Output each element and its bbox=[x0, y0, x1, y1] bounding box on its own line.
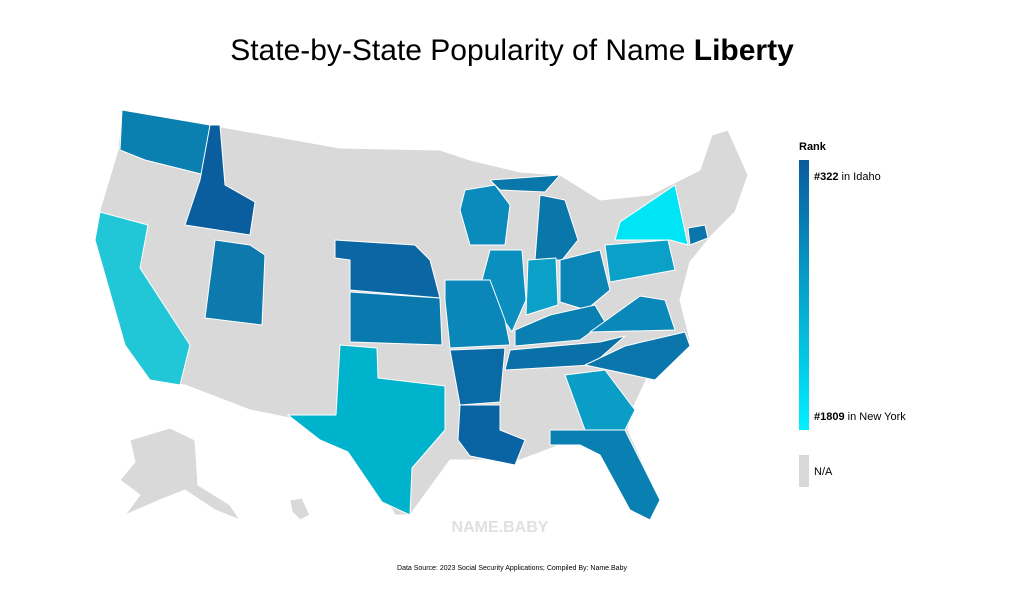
state bbox=[525, 257, 559, 316]
legend-bottom-label: in New York bbox=[848, 411, 907, 423]
state bbox=[589, 295, 676, 333]
state bbox=[559, 249, 611, 311]
state bbox=[204, 239, 266, 326]
title-text: State-by-State Popularity of Name bbox=[230, 34, 685, 67]
state bbox=[94, 211, 191, 386]
state bbox=[687, 224, 709, 246]
legend-na: N/A bbox=[814, 466, 833, 478]
state bbox=[564, 369, 636, 431]
state bbox=[334, 239, 441, 299]
state bbox=[489, 174, 561, 193]
legend-top-label: in Idaho bbox=[842, 171, 881, 183]
legend-bottom-rank: #1809 bbox=[814, 411, 845, 423]
legend-title: Rank bbox=[799, 141, 827, 153]
watermark: NAME.BABY bbox=[452, 519, 549, 536]
state bbox=[614, 184, 689, 246]
state bbox=[349, 291, 443, 346]
title-name: Liberty bbox=[694, 34, 794, 67]
state bbox=[444, 279, 511, 349]
us-map bbox=[94, 109, 749, 521]
legend-na-swatch bbox=[799, 455, 809, 487]
state bbox=[287, 344, 446, 516]
state bbox=[584, 331, 691, 381]
state bbox=[457, 404, 526, 466]
state bbox=[604, 239, 676, 283]
legend-bottom: #1809 in New York bbox=[814, 411, 906, 423]
state bbox=[449, 347, 506, 406]
legend-top: #322 in Idaho bbox=[814, 171, 881, 183]
state bbox=[534, 194, 579, 261]
state bbox=[119, 109, 211, 176]
legend-gradient bbox=[799, 160, 809, 430]
title: State-by-State Popularity of Name Libert… bbox=[230, 34, 794, 67]
source: Data Source: 2023 Social Security Applic… bbox=[397, 565, 627, 572]
legend: Rank #322 in Idaho #1809 in New York N/A bbox=[799, 141, 906, 487]
state bbox=[549, 429, 661, 521]
hawaii bbox=[289, 497, 311, 521]
alaska bbox=[119, 427, 241, 521]
legend-top-rank: #322 bbox=[814, 171, 838, 183]
state bbox=[184, 124, 256, 236]
